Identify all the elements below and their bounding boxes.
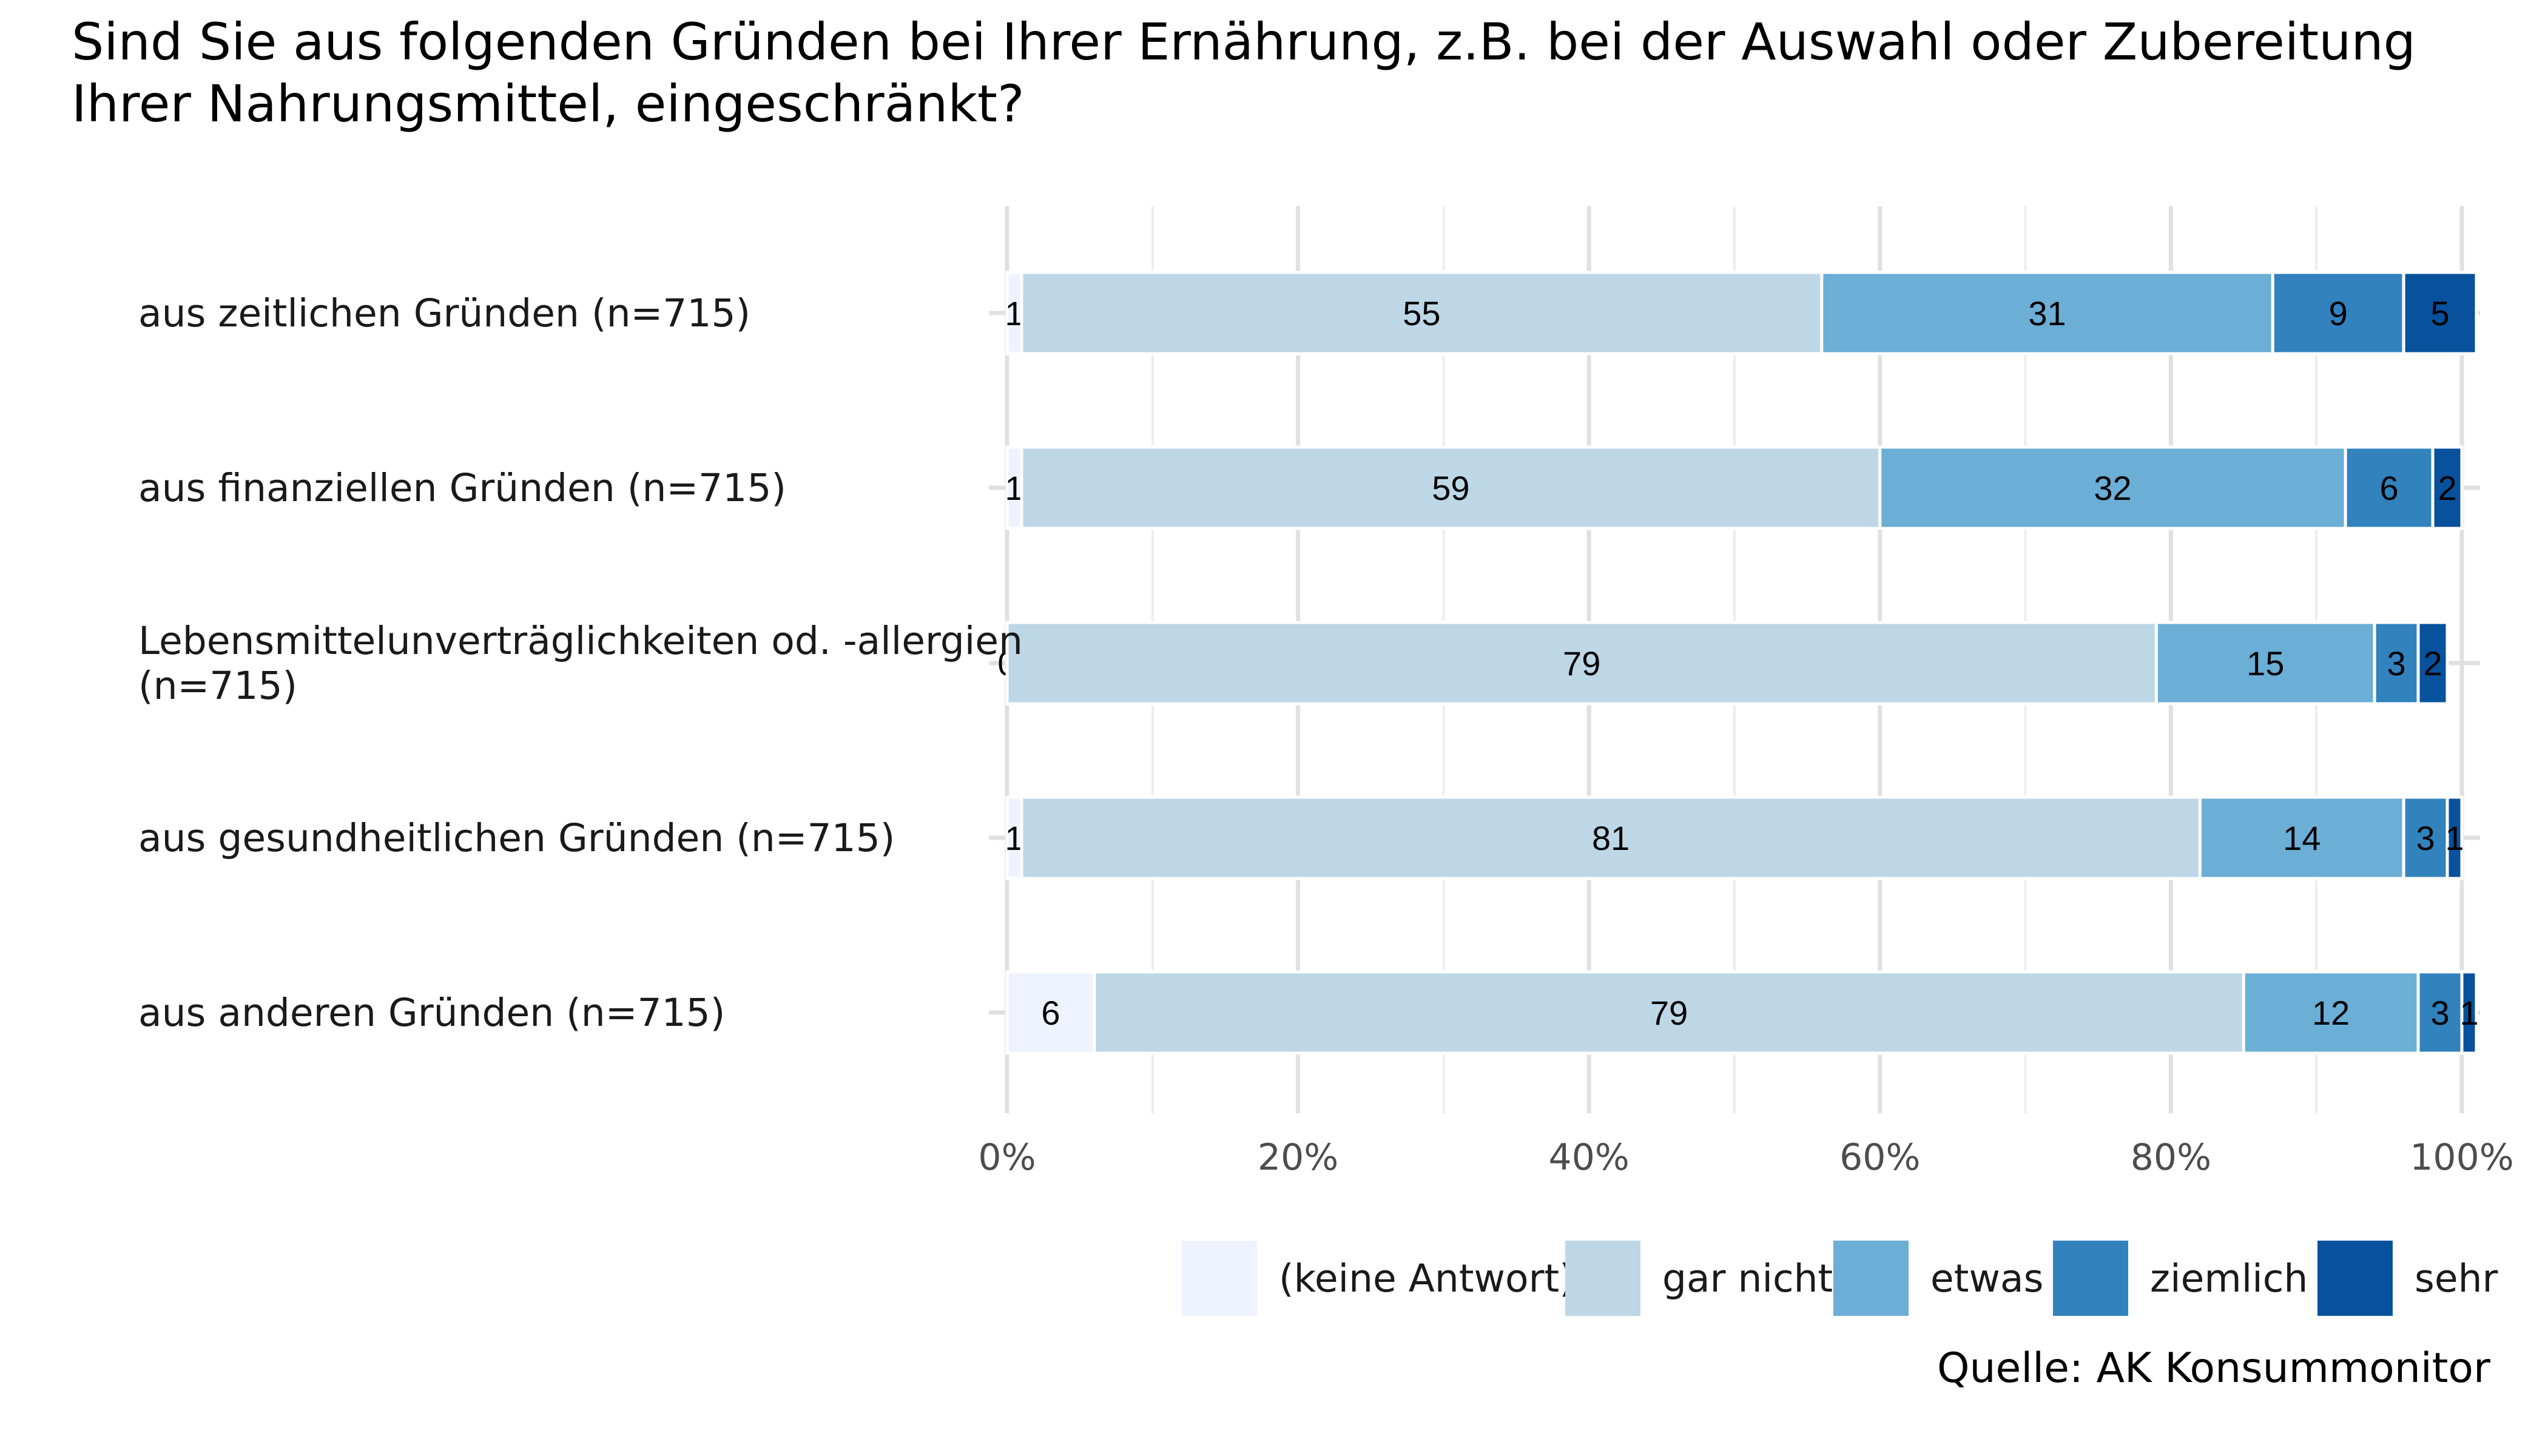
legend-key bbox=[2053, 1241, 2128, 1316]
data-label: 15 bbox=[2246, 644, 2284, 682]
category-label: aus finanziellen Gründen (n=715) bbox=[138, 466, 786, 510]
legend-label: sehr bbox=[2415, 1256, 2498, 1301]
category-labels: aus zeitlichen Gründen (n=715) aus finanz… bbox=[138, 291, 1023, 1035]
x-tick-label: 100% bbox=[2410, 1136, 2514, 1179]
data-label: 32 bbox=[2094, 469, 2131, 507]
category-label: aus gesundheitlichen Gründen (n=715) bbox=[138, 816, 895, 860]
legend-key bbox=[1182, 1241, 1257, 1316]
category-label: Lebensmittelunverträglichkeiten od. -all… bbox=[138, 619, 1023, 663]
x-tick-label: 40% bbox=[1549, 1136, 1630, 1179]
x-axis-ticks: 0% 20% 40% 60% 80% 100% bbox=[978, 1136, 2513, 1179]
data-label: 3 bbox=[2416, 819, 2435, 857]
data-label: 59 bbox=[1432, 469, 1469, 507]
legend-label: etwas bbox=[1930, 1256, 2043, 1301]
x-tick-label: 60% bbox=[1839, 1136, 1920, 1179]
category-label: aus anderen Gründen (n=715) bbox=[138, 991, 725, 1035]
data-label: 55 bbox=[1403, 294, 1440, 332]
stacked-bar-chart: Sind Sie aus folgenden Gründen bei Ihrer… bbox=[0, 0, 2548, 1456]
legend: (keine Antwort) gar nicht etwas ziemlich seh… bbox=[1182, 1241, 2498, 1316]
x-tick-label: 80% bbox=[2131, 1136, 2211, 1179]
data-label: 2 bbox=[2438, 469, 2456, 507]
legend-key bbox=[2317, 1241, 2393, 1316]
data-label: 31 bbox=[2028, 294, 2066, 332]
title-line: Ihrer Nahrungsmittel, eingeschränkt? bbox=[72, 74, 1025, 133]
data-label: 14 bbox=[2283, 819, 2320, 857]
data-label: 3 bbox=[2387, 644, 2406, 682]
data-label: 9 bbox=[2329, 294, 2348, 332]
category-label: (n=715) bbox=[138, 664, 297, 708]
legend-key bbox=[1833, 1241, 1909, 1316]
legend-label: ziemlich bbox=[2150, 1256, 2308, 1301]
data-label: 2 bbox=[2423, 644, 2442, 682]
legend-label: gar nicht bbox=[1662, 1256, 1833, 1301]
bars: 15531951593262079153218114316791231 bbox=[997, 272, 2478, 1053]
chart-title: Sind Sie aus folgenden Gründen bei Ihrer… bbox=[72, 12, 2416, 133]
x-tick-label: 20% bbox=[1258, 1136, 1338, 1179]
data-label: 3 bbox=[2430, 994, 2449, 1032]
data-label: 79 bbox=[1650, 994, 1688, 1032]
data-label: 5 bbox=[2430, 294, 2449, 332]
data-label: 6 bbox=[1041, 994, 1060, 1032]
source-note: Quelle: AK Konsummonitor bbox=[1937, 1344, 2490, 1392]
x-tick-label: 0% bbox=[978, 1136, 1036, 1179]
data-label: 79 bbox=[1563, 644, 1600, 682]
legend-key bbox=[1565, 1241, 1640, 1316]
title-line: Sind Sie aus folgenden Gründen bei Ihrer… bbox=[72, 12, 2416, 72]
legend-label: (keine Antwort) bbox=[1279, 1256, 1574, 1301]
data-label: 12 bbox=[2312, 994, 2350, 1032]
data-label: 6 bbox=[2380, 469, 2399, 507]
category-label: aus zeitlichen Gründen (n=715) bbox=[138, 291, 750, 335]
data-label: 1 bbox=[2459, 994, 2478, 1032]
data-label: 1 bbox=[2445, 819, 2464, 857]
data-label: 81 bbox=[1592, 819, 1630, 857]
